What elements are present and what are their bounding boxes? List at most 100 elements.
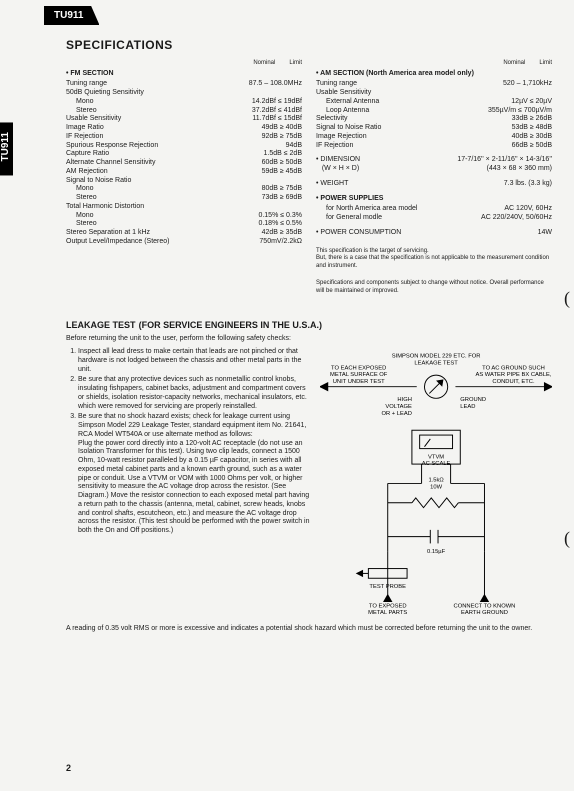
spec-value: 12µV ≤ 20µV [511, 98, 552, 107]
diagram-svg: SIMPSON MODEL 229 ETC. FORLEAKAGE TEST T… [320, 348, 552, 619]
leak-step-2: Be sure that any protective devices such… [78, 376, 310, 411]
footnote-1: This specification is the target of serv… [316, 248, 552, 271]
spec-value: 0.15% ≤ 0.3% [258, 212, 302, 221]
spec-label: Spurious Response Rejection [66, 142, 286, 151]
weight-label: • WEIGHT [316, 180, 504, 189]
ps1-value: AC 120V, 60Hz [504, 205, 552, 214]
spec-label: External Antenna [316, 98, 511, 107]
spec-label: Image Ratio [66, 124, 262, 133]
spec-value: 53dB ≥ 48dB [512, 124, 552, 133]
svg-text:GROUNDLEAD: GROUNDLEAD [460, 397, 486, 410]
spec-label: Stereo [66, 220, 258, 229]
spec-value: 60dB ≥ 50dB [262, 159, 302, 168]
spec-row: Alternate Channel Sensitivity60dB ≥ 50dB [66, 159, 302, 168]
svg-text:TO EACH EXPOSEDMETAL SURFACE O: TO EACH EXPOSEDMETAL SURFACE OFUNIT UNDE… [330, 365, 388, 385]
spec-row: Signal to Noise Ratio [66, 177, 302, 186]
am-column: Nominal Limit • AM SECTION (North Americ… [316, 60, 552, 295]
ps1-label: for North America area model [326, 205, 504, 214]
fig-top-label: SIMPSON MODEL 229 ETC. FORLEAKAGE TEST [392, 354, 481, 367]
dimension-value: 17-7/16'' × 2-11/16'' × 14-3/16'' (443 ×… [457, 156, 552, 174]
spec-row: Total Harmonic Distortion [66, 203, 302, 212]
spec-row: IF Rejection92dB ≥ 75dB [66, 133, 302, 142]
spec-label: Mono [66, 212, 258, 221]
spec-columns: Nominal Limit • FM SECTION Tuning range8… [66, 60, 552, 295]
spec-label: Total Harmonic Distortion [66, 203, 302, 212]
svg-text:HIGHVOLTAGEOR + LEAD: HIGHVOLTAGEOR + LEAD [381, 397, 412, 417]
spec-row: Mono14.2dBf ≤ 19dBf [66, 98, 302, 107]
spec-value: 80dB ≥ 75dB [262, 185, 302, 194]
footnote-2: Specifications and components subject to… [316, 280, 552, 295]
bracket-decoration: ( [564, 288, 570, 309]
am-section-title: • AM SECTION (North America area model o… [316, 70, 552, 79]
spec-label: Selectivity [316, 115, 512, 124]
leak-main: LEAKAGE TEST [66, 320, 136, 330]
spec-row: Tuning range520 – 1,710kHz [316, 80, 552, 89]
spec-label: IF Rejection [66, 133, 262, 142]
spec-label: Loop Antenna [316, 107, 488, 116]
spec-label: Image Rejection [316, 133, 512, 142]
leak-step-1: Inspect all lead dress to make certain t… [78, 348, 310, 374]
spec-value: 66dB ≥ 50dB [512, 142, 552, 151]
spec-label: Capture Ratio [66, 150, 264, 159]
spec-row: Usable Sensitivity11.7dBf ≤ 15dBf [66, 115, 302, 124]
bracket-decoration: ( [564, 528, 570, 549]
svg-text:1.5kΩ10W: 1.5kΩ10W [428, 478, 444, 491]
spec-label: Usable Sensitivity [316, 89, 552, 98]
leak-diagram: SIMPSON MODEL 229 ETC. FORLEAKAGE TEST T… [320, 348, 552, 623]
spec-row: Loop Antenna355µV/m ≤ 700µV/m [316, 107, 552, 116]
fm-section-title: • FM SECTION [66, 70, 302, 79]
svg-text:TO AC GROUND SUCHAS WATER PIPE: TO AC GROUND SUCHAS WATER PIPE BX CABLE,… [475, 365, 551, 385]
nominal-label: Nominal [253, 60, 275, 68]
weight-value: 7.3 lbs. (3.3 kg) [504, 180, 552, 189]
spec-row: Output Level/Impedance (Stereo)750mV/2.2… [66, 238, 302, 247]
ps-row: for North America area model AC 120V, 60… [316, 205, 552, 214]
svg-text:TO EXPOSEDMETAL PARTS: TO EXPOSEDMETAL PARTS [368, 603, 407, 616]
spec-value: 49dB ≥ 40dB [262, 124, 302, 133]
spec-value: 11.7dBf ≤ 15dBf [252, 115, 302, 124]
model-tab-side: TU911 [0, 122, 13, 175]
ps2-label: for General modle [326, 214, 481, 223]
spec-label: Tuning range [66, 80, 249, 89]
limit-label: Limit [289, 60, 302, 68]
weight-row: • WEIGHT 7.3 lbs. (3.3 kg) [316, 180, 552, 189]
spec-row: Stereo73dB ≥ 69dB [66, 194, 302, 203]
spec-value: 42dB ≥ 35dB [262, 229, 302, 238]
spec-row: Usable Sensitivity [316, 89, 552, 98]
spec-value: 0.18% ≤ 0.5% [258, 220, 302, 229]
spec-value: 94dB [286, 142, 302, 151]
fm-column: Nominal Limit • FM SECTION Tuning range8… [66, 60, 302, 295]
page-number: 2 [66, 763, 71, 773]
spec-value: 1.5dB ≤ 2dB [264, 150, 302, 159]
limit-label: Limit [539, 60, 552, 68]
leak-step-3: Be sure that no shock hazard exists; che… [78, 413, 310, 536]
ps2-value: AC 220/240V, 50/60Hz [481, 214, 552, 223]
spec-row: External Antenna12µV ≤ 20µV [316, 98, 552, 107]
page-content: SPECIFICATIONS Nominal Limit • FM SECTIO… [66, 38, 552, 773]
spec-label: Stereo Separation at 1 kHz [66, 229, 262, 238]
spec-label: Mono [66, 98, 252, 107]
pc-value: 14W [538, 229, 552, 238]
spec-row: Spurious Response Rejection94dB [66, 142, 302, 151]
spec-row: Mono80dB ≥ 75dB [66, 185, 302, 194]
spec-row: IF Rejection66dB ≥ 50dB [316, 142, 552, 151]
spec-row: Stereo Separation at 1 kHz42dB ≥ 35dB [66, 229, 302, 238]
leak-tail: A reading of 0.35 volt RMS or more is ex… [66, 625, 552, 634]
spec-value: 33dB ≥ 26dB [512, 115, 552, 124]
svg-text:VTVMAC SCALE: VTVMAC SCALE [422, 454, 451, 467]
spec-row: Signal to Noise Ratio53dB ≥ 48dB [316, 124, 552, 133]
spec-value: 37.2dBf ≤ 41dBf [252, 107, 302, 116]
spec-label: 50dB Quieting Sensitivity [66, 89, 302, 98]
col-header: Nominal Limit [316, 60, 552, 68]
spec-row: AM Rejection59dB ≥ 45dB [66, 168, 302, 177]
leak-sub: (FOR SERVICE ENGINEERS IN THE U.S.A.) [139, 320, 322, 330]
spec-row: Capture Ratio1.5dB ≤ 2dB [66, 150, 302, 159]
leak-intro: Before returning the unit to the user, p… [66, 335, 552, 342]
spec-value: 92dB ≥ 75dB [262, 133, 302, 142]
spec-label: AM Rejection [66, 168, 262, 177]
spec-value: 520 – 1,710kHz [503, 80, 552, 89]
pc-label: • POWER CONSUMPTION [316, 229, 538, 238]
ps-row: for General modle AC 220/240V, 50/60Hz [316, 214, 552, 223]
spec-label: Stereo [66, 194, 262, 203]
spec-value: 73dB ≥ 69dB [262, 194, 302, 203]
spec-row: Tuning range87.5 – 108.0MHz [66, 80, 302, 89]
